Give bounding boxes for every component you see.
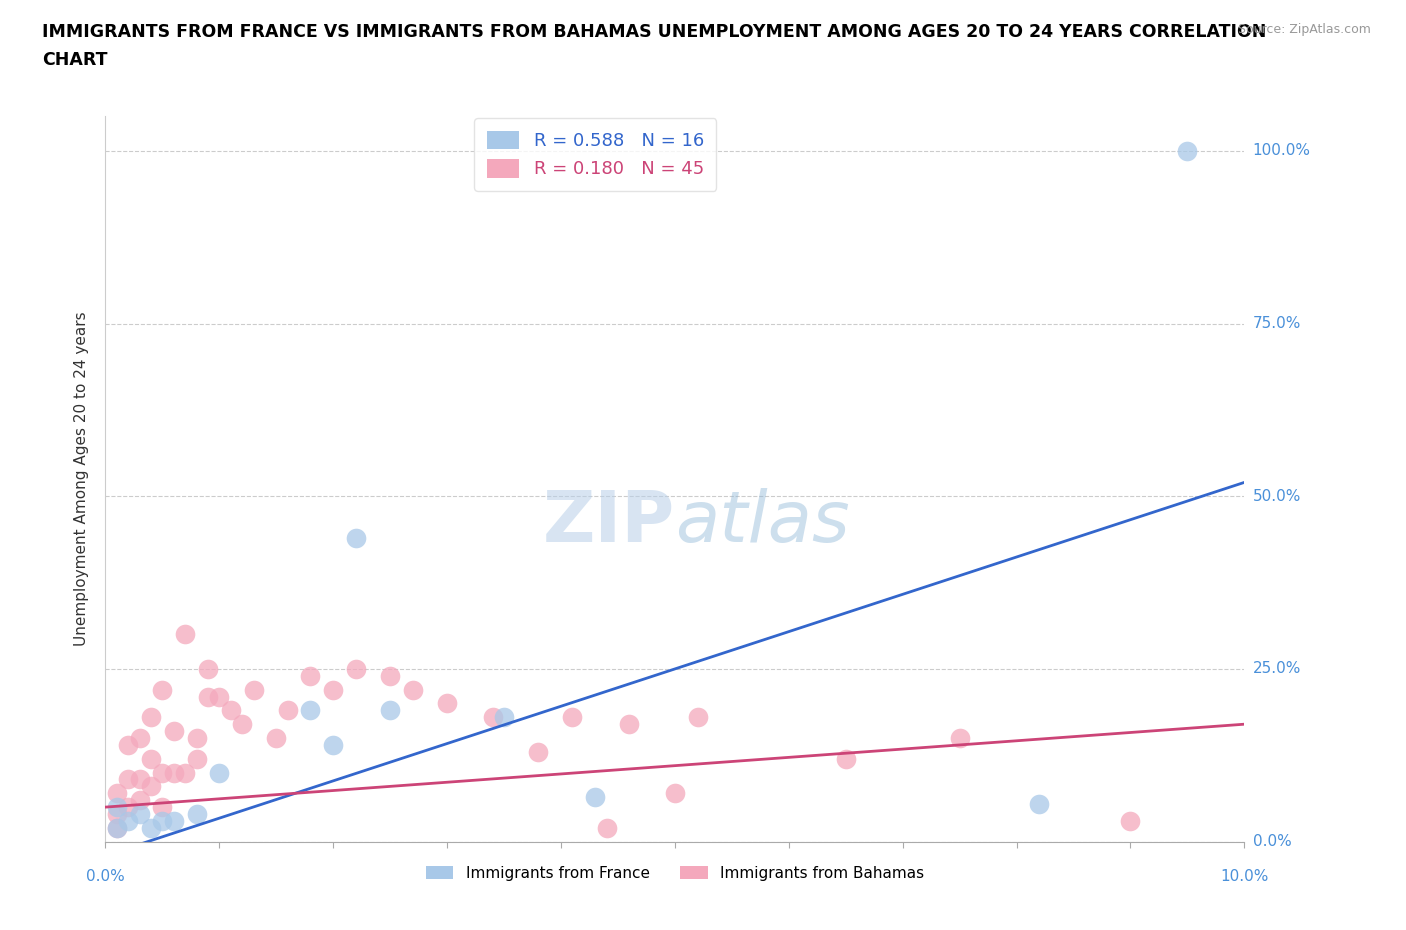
Text: 0.0%: 0.0% <box>1253 834 1291 849</box>
Point <box>128 772 150 787</box>
Text: 75.0%: 75.0% <box>1253 316 1301 331</box>
Text: ZIP: ZIP <box>543 488 675 557</box>
Point <box>344 661 367 676</box>
Text: CHART: CHART <box>42 51 108 69</box>
Text: IMMIGRANTS FROM FRANCE VS IMMIGRANTS FROM BAHAMAS UNEMPLOYMENT AMONG AGES 20 TO : IMMIGRANTS FROM FRANCE VS IMMIGRANTS FRO… <box>42 23 1267 41</box>
Point <box>208 765 231 780</box>
Point <box>835 751 858 766</box>
Point <box>1175 143 1198 158</box>
Point <box>186 751 208 766</box>
Point <box>105 820 128 835</box>
Point <box>219 703 242 718</box>
Point <box>322 683 344 698</box>
Point <box>197 661 219 676</box>
Text: Source: ZipAtlas.com: Source: ZipAtlas.com <box>1237 23 1371 36</box>
Point <box>139 779 162 794</box>
Point <box>117 814 139 829</box>
Point <box>105 800 128 815</box>
Text: 100.0%: 100.0% <box>1253 143 1310 158</box>
Point <box>128 731 150 746</box>
Point <box>128 792 150 807</box>
Point <box>277 703 299 718</box>
Point <box>231 717 253 732</box>
Point <box>1119 814 1142 829</box>
Point <box>1028 796 1050 811</box>
Point <box>163 724 186 738</box>
Point <box>128 806 150 821</box>
Text: 0.0%: 0.0% <box>86 870 125 884</box>
Point <box>322 737 344 752</box>
Point <box>186 731 208 746</box>
Legend: Immigrants from France, Immigrants from Bahamas: Immigrants from France, Immigrants from … <box>418 858 932 888</box>
Point <box>378 669 402 684</box>
Point <box>664 786 686 801</box>
Point <box>299 669 322 684</box>
Point <box>561 710 583 724</box>
Point <box>105 786 128 801</box>
Point <box>948 731 970 746</box>
Point <box>152 683 174 698</box>
Point <box>595 820 617 835</box>
Point <box>105 820 128 835</box>
Point <box>436 696 458 711</box>
Point <box>527 744 550 759</box>
Point <box>174 765 197 780</box>
Text: 50.0%: 50.0% <box>1253 489 1301 504</box>
Point <box>208 689 231 704</box>
Point <box>105 806 128 821</box>
Y-axis label: Unemployment Among Ages 20 to 24 years: Unemployment Among Ages 20 to 24 years <box>75 312 90 646</box>
Point <box>344 530 367 545</box>
Point <box>686 710 709 724</box>
Point <box>117 737 139 752</box>
Point <box>242 683 264 698</box>
Point <box>139 751 162 766</box>
Point <box>152 800 174 815</box>
Point <box>152 765 174 780</box>
Point <box>139 710 162 724</box>
Text: atlas: atlas <box>675 488 849 557</box>
Point <box>378 703 402 718</box>
Point <box>163 814 186 829</box>
Point <box>117 772 139 787</box>
Text: 10.0%: 10.0% <box>1220 870 1268 884</box>
Point <box>152 814 174 829</box>
Point <box>402 683 425 698</box>
Point <box>163 765 186 780</box>
Point <box>139 820 162 835</box>
Point <box>197 689 219 704</box>
Point <box>583 790 606 804</box>
Point <box>264 731 288 746</box>
Point <box>117 800 139 815</box>
Point <box>481 710 503 724</box>
Point <box>619 717 641 732</box>
Point <box>174 627 197 642</box>
Text: 25.0%: 25.0% <box>1253 661 1301 676</box>
Point <box>492 710 515 724</box>
Point <box>299 703 322 718</box>
Point <box>186 806 208 821</box>
